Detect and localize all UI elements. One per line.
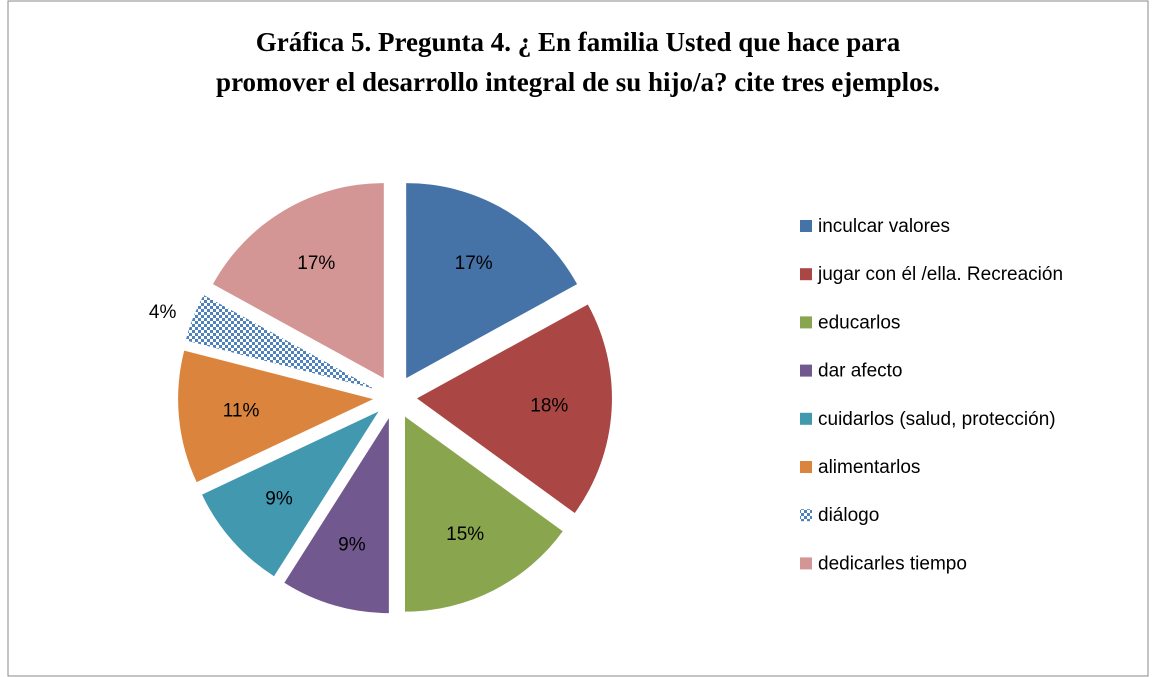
pie-slice xyxy=(212,183,384,379)
data-label: 9% xyxy=(338,534,366,555)
legend-label: inculcar valores xyxy=(818,216,950,237)
chart-title: promover el desarrollo integral de su hi… xyxy=(216,67,940,97)
chart-title: Gráfica 5. Pregunta 4. ¿ En familia Uste… xyxy=(256,27,901,57)
legend-swatch xyxy=(800,412,812,425)
legend-label: diálogo xyxy=(818,505,879,526)
data-label: 18% xyxy=(530,396,568,417)
pie-slice xyxy=(406,183,578,379)
data-label: 11% xyxy=(223,401,260,422)
legend-swatch xyxy=(800,268,812,281)
pie-slice xyxy=(416,304,612,513)
legend-label: jugar con él /ella. Recreación xyxy=(817,264,1063,285)
legend-swatch xyxy=(800,364,812,377)
legend-label: educarlos xyxy=(818,312,900,333)
legend-swatch xyxy=(800,461,812,473)
data-label: 17% xyxy=(455,253,493,274)
pie-slice xyxy=(202,411,379,577)
legend-label: alimentarlos xyxy=(818,457,920,478)
legend-swatch xyxy=(800,509,812,522)
data-label: 4% xyxy=(149,302,177,323)
legend-label: dedicarles tiempo xyxy=(818,553,967,574)
data-label: 15% xyxy=(446,524,484,545)
pie-slice xyxy=(178,350,374,483)
pie-slice xyxy=(284,418,389,614)
legend-swatch xyxy=(800,220,812,232)
legend-label: dar afecto xyxy=(818,361,903,382)
legend-swatch xyxy=(800,316,812,329)
legend-swatch xyxy=(800,557,812,570)
pie-slice xyxy=(404,416,563,612)
data-label: 17% xyxy=(297,253,335,274)
pie-slice xyxy=(185,294,375,389)
data-label: 9% xyxy=(265,488,293,509)
legend-label: cuidarlos (salud, protección) xyxy=(818,409,1056,430)
